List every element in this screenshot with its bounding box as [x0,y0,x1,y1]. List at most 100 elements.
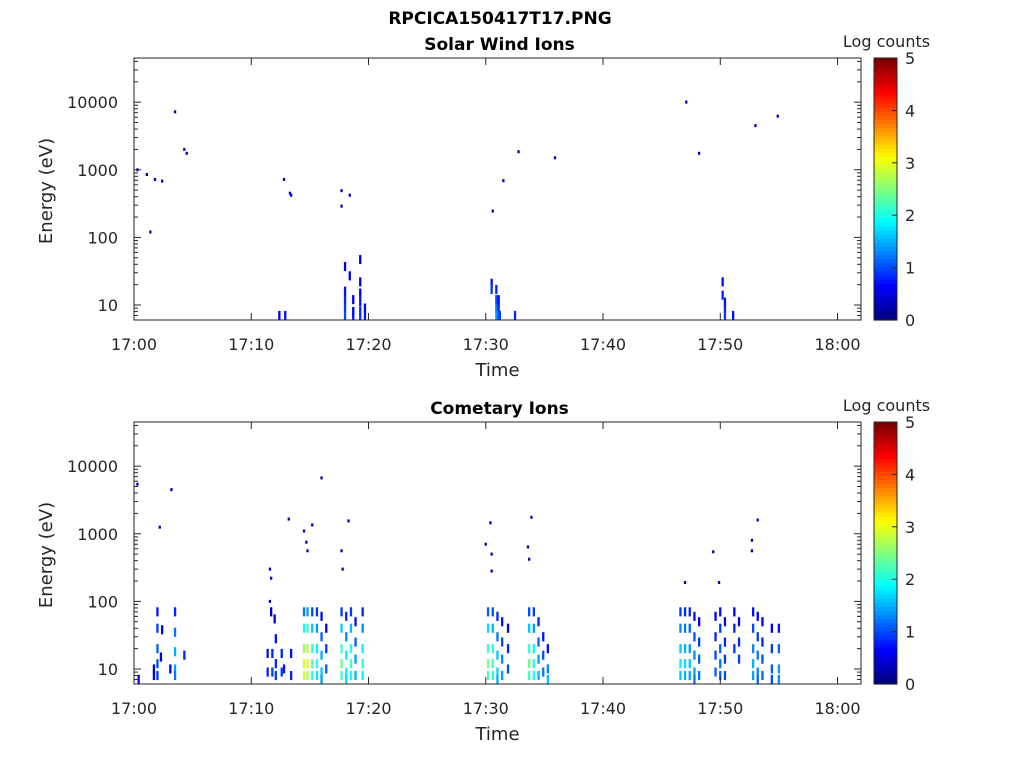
heatmap-cell [169,664,172,674]
colorbar-swatch [874,299,897,305]
colorbar-swatch [874,152,897,157]
heatmap-cell [756,650,759,660]
heatmap-cell [486,623,490,633]
heatmap-cell [717,581,721,584]
colorbar-swatch [874,270,897,276]
colorbar-swatch [874,557,897,562]
colorbar-swatch [874,569,897,575]
heatmap-cell [679,659,682,669]
heatmap-cell [532,607,535,617]
heatmap-cell [502,179,505,183]
heatmap-cell [343,310,347,320]
heatmap-cell [280,648,283,658]
colorbar-swatch [874,148,897,153]
heatmap-cell [761,671,764,681]
colorbar-swatch [874,311,897,317]
heatmap-cell [732,310,735,320]
colorbar-swatch [874,593,897,599]
heatmap-cell [268,599,272,603]
y-tick-label: 1000 [77,161,118,180]
colorbar-frame [873,57,898,321]
heatmap-cell [287,517,290,521]
heatmap-cell [152,671,156,681]
colorbar-tick-label: 0 [905,675,915,694]
colorbar-swatch [874,94,897,100]
colorbar-swatch [874,217,897,223]
colorbar-swatch [874,630,897,636]
y-tick-label: 1000 [77,525,118,544]
colorbar-swatch [874,643,897,648]
x-tick-label: 17:20 [345,335,391,354]
heatmap-cell [290,648,293,658]
heatmap-cell [183,650,186,660]
colorbar-frame [873,421,898,685]
heatmap-cell [756,518,759,522]
heatmap-cell [777,664,780,674]
colorbar-swatch [874,193,897,198]
y-tick-label: 100 [87,592,118,611]
colorbar-swatch [874,107,897,112]
heatmap-cell [363,310,367,320]
heatmap-cell [349,671,353,681]
heatmap-cell [302,659,306,669]
heatmap-cell [306,659,309,669]
colorbar-swatch [874,524,897,530]
heatmap-cell [683,581,687,584]
heatmap-cell [497,295,500,305]
heatmap-cell [688,659,691,669]
heatmap-cell [761,654,764,664]
x-tick-label: 17:30 [463,699,509,718]
heatmap-cell [698,637,701,647]
heatmap-cell [756,611,759,621]
colorbar-swatch [874,499,897,505]
heatmap-cell [152,664,156,674]
heatmap-cell [173,664,177,674]
heatmap-cell [714,667,717,677]
colorbar-swatch [874,598,897,603]
heatmap-cell [486,659,490,669]
colorbar-swatch [874,622,897,628]
colorbar-swatch [874,675,897,681]
heatmap-cell [685,100,688,104]
heatmap-cell [528,644,531,654]
colorbar-swatch [874,62,897,67]
heatmap-cell [345,674,348,684]
heatmap-cell [288,191,292,195]
colorbar-swatch [874,279,897,284]
heatmap-cell [683,623,687,633]
heatmap-cell [349,644,353,654]
colorbar-swatch [874,663,897,669]
colorbar-swatch [874,74,897,80]
colorbar-swatch [874,119,897,125]
x-tick-label: 18:00 [814,335,860,354]
heatmap-cell [325,623,328,633]
colorbar-tick-label: 4 [905,101,915,120]
heatmap-cell [497,310,500,320]
colorbar-swatch [874,291,897,297]
heatmap-cell [156,607,159,617]
colorbar-swatch [874,516,897,521]
heatmap-cell [532,659,535,669]
heatmap-cell [271,667,274,677]
heatmap-cell [315,671,319,681]
heatmap-cell [719,644,722,654]
panel-cometary-ions: 17:00 17:10 17:20 17:30 17:40 17:50 18:0010100… [36,396,930,745]
colorbar-swatch [874,78,897,84]
colorbar-swatch [874,679,897,685]
heatmap-cell [679,607,682,617]
heatmap-cell [770,644,773,654]
colorbar-swatch [874,262,897,268]
heatmap-cell [723,671,727,681]
heatmap-cell [149,230,152,234]
heatmap-cell [491,623,494,633]
heatmap-cell [282,664,286,674]
heatmap-cell [542,632,545,642]
heatmap-cell [270,576,273,580]
heatmap-cell [528,671,531,681]
heatmap-cell [750,549,754,553]
colorbar-swatch [874,205,897,211]
heatmap-cell [761,617,764,627]
x-tick-label: 17:50 [697,699,743,718]
heatmap-cell [495,310,498,320]
heatmap-cell [340,607,343,617]
